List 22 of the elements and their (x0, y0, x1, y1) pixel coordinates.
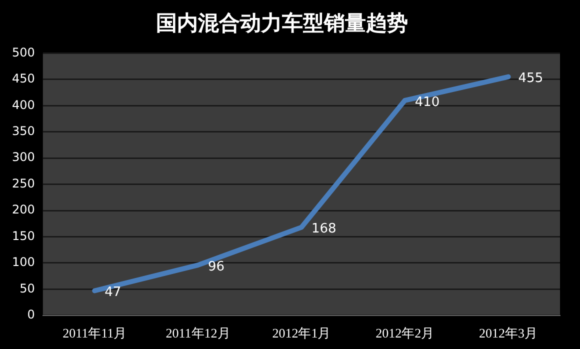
chart-title: 国内混合动力车型销量趋势 (156, 11, 408, 36)
x-tick-label: 2012年2月 (376, 326, 434, 341)
y-tick-label: 200 (12, 202, 35, 217)
data-label: 168 (311, 222, 336, 237)
y-tick-label: 250 (12, 176, 35, 190)
data-label: 47 (104, 285, 122, 300)
x-tick-label: 2011年11月 (62, 326, 127, 341)
x-tick-label: 2011年12月 (166, 326, 230, 341)
y-tick-label: 400 (12, 98, 35, 112)
y-tick-label: 50 (20, 281, 35, 296)
y-tick-label: 150 (12, 228, 35, 243)
y-tick-label: 300 (12, 150, 35, 164)
y-tick-label: 450 (12, 72, 35, 86)
data-label: 96 (208, 259, 225, 274)
y-tick-label: 100 (12, 255, 35, 270)
y-tick-label: 500 (12, 45, 35, 60)
x-tick-label: 2012年3月 (479, 326, 538, 341)
x-tick-label: 2012年1月 (272, 326, 331, 341)
data-label: 410 (414, 94, 440, 110)
y-tick-label: 350 (12, 124, 35, 138)
data-label: 455 (518, 71, 544, 86)
y-tick-label: 0 (27, 308, 35, 322)
